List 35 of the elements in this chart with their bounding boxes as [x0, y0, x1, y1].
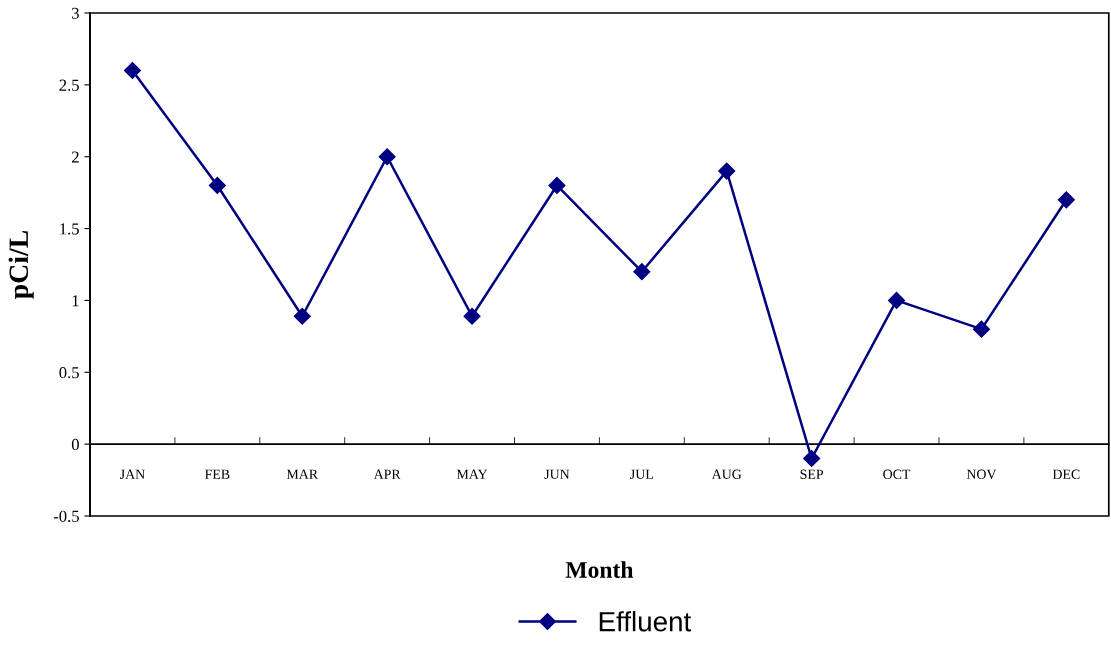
- y-tick-label: 3: [72, 7, 79, 19]
- y-tick-label: 0: [71, 438, 79, 451]
- x-tick-label: JUL: [630, 469, 653, 479]
- x-tick-label: MAY: [456, 469, 488, 479]
- legend-label: Effluent: [599, 611, 692, 632]
- point: [123, 61, 142, 80]
- x-tick-label: FEB: [205, 469, 230, 479]
- x-axis-title: Month: [565, 561, 634, 578]
- y-tick-label: 1.5: [60, 223, 79, 235]
- point: [633, 263, 651, 281]
- point: [208, 176, 226, 195]
- point: [378, 148, 396, 166]
- x-tick-label: OCT: [883, 469, 911, 479]
- x-tick-label: JUN: [544, 469, 570, 479]
- x-tick-label: AUG: [711, 469, 742, 479]
- x-tick-label: JAN: [120, 469, 145, 479]
- point: [803, 449, 821, 468]
- x-tick-label: DEC: [1052, 469, 1080, 479]
- y-tick-label: -0.5: [53, 510, 79, 523]
- point: [548, 176, 566, 195]
- x-tick-label: APR: [373, 469, 401, 479]
- point: [887, 291, 906, 309]
- point: [718, 162, 736, 180]
- point: [293, 307, 311, 325]
- y-tick-label: 2.5: [59, 79, 79, 91]
- point: [972, 320, 990, 338]
- y-tick-label: 0.5: [59, 366, 79, 379]
- x-tick-label: MAR: [286, 469, 319, 479]
- y-axis-title: pCi/L: [8, 230, 34, 299]
- x-tick-label: NOV: [966, 469, 997, 479]
- y-tick-label: 2: [71, 151, 79, 163]
- point: [1057, 191, 1075, 209]
- y-tick-label: 1: [72, 295, 79, 307]
- x-tick-label: SEP: [800, 469, 824, 479]
- point: [463, 307, 481, 325]
